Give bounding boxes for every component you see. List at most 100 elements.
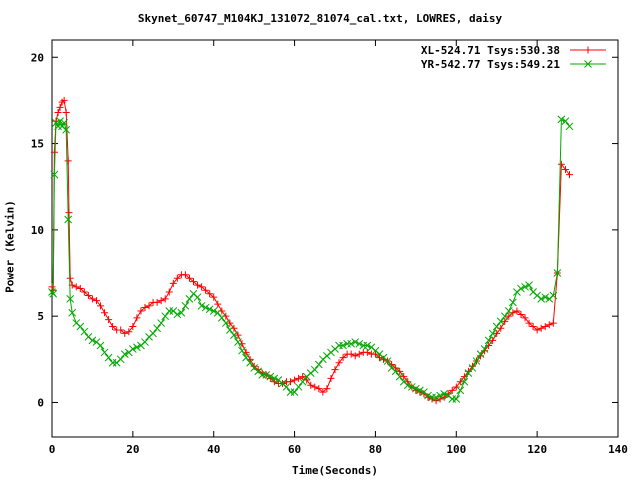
- data-point: [493, 329, 501, 337]
- data-point: [525, 319, 533, 327]
- data-point: [133, 343, 141, 352]
- data-point: [436, 391, 444, 400]
- y-axis-label: Power (Kelvin): [3, 200, 17, 293]
- data-point: [501, 317, 509, 325]
- data-point: [157, 297, 165, 305]
- series-layer: [48, 96, 574, 405]
- data-point: [351, 352, 359, 360]
- data-point: [513, 307, 521, 315]
- data-point: [456, 386, 465, 395]
- data-point: [226, 326, 234, 334]
- data-point: [488, 329, 497, 338]
- data-point: [76, 322, 85, 331]
- legend-label: YR-542.77 Tsys:549.21: [421, 58, 560, 71]
- data-point: [504, 307, 513, 315]
- data-point: [221, 319, 230, 327]
- data-point: [266, 372, 275, 381]
- data-point: [517, 310, 525, 318]
- x-axis-label: Time(Seconds): [291, 464, 379, 477]
- data-point: [54, 108, 62, 116]
- x-tick-label: 100: [446, 443, 466, 456]
- y-tick-label: 15: [31, 138, 44, 151]
- data-point: [270, 374, 279, 383]
- data-point: [561, 165, 569, 173]
- data-point: [173, 310, 182, 319]
- data-point: [521, 314, 529, 322]
- x-tick-label: 20: [126, 443, 139, 456]
- series-1: [48, 96, 573, 405]
- data-point: [339, 354, 347, 362]
- data-point: [452, 383, 460, 391]
- data-point: [173, 274, 181, 282]
- data-point: [537, 324, 545, 332]
- data-point: [242, 353, 250, 362]
- data-point: [52, 118, 60, 127]
- data-point: [553, 269, 562, 277]
- data-point: [505, 312, 513, 320]
- data-point: [416, 386, 424, 395]
- data-point: [545, 321, 553, 329]
- data-point: [234, 338, 242, 346]
- data-point: [314, 360, 323, 369]
- data-point: [363, 348, 371, 356]
- data-point: [198, 283, 206, 291]
- data-point: [456, 378, 464, 386]
- data-point: [96, 341, 105, 350]
- data-point: [92, 297, 100, 305]
- data-point: [64, 215, 73, 224]
- data-point: [287, 378, 295, 386]
- data-point: [557, 160, 565, 168]
- data-point: [60, 96, 68, 104]
- data-point: [541, 293, 550, 302]
- data-point: [460, 377, 469, 386]
- data-point: [432, 393, 440, 402]
- data-point: [101, 309, 109, 317]
- data-point: [161, 295, 169, 303]
- data-point: [56, 103, 64, 111]
- data-point: [557, 115, 566, 124]
- data-point: [363, 341, 372, 350]
- data-point: [141, 304, 149, 312]
- data-point: [226, 319, 234, 327]
- data-point: [492, 322, 501, 331]
- data-point: [500, 312, 509, 321]
- data-point: [125, 328, 133, 336]
- data-point: [509, 298, 517, 307]
- data-point: [116, 355, 125, 364]
- data-point: [347, 339, 356, 348]
- data-point: [383, 357, 392, 365]
- data-point: [298, 377, 307, 386]
- data-point: [190, 278, 197, 286]
- data-point: [291, 376, 299, 384]
- axis-ticks: 0 20 40 60 80 100 120 140 0 5 10 15 20: [31, 40, 628, 456]
- data-point: [561, 117, 570, 125]
- data-point: [452, 395, 461, 403]
- data-point: [76, 285, 84, 293]
- data-point: [210, 293, 218, 301]
- chart-title: Skynet_60747_M104KJ_131072_81074_cal.txt…: [137, 12, 503, 25]
- data-point: [371, 350, 379, 358]
- data-point: [185, 295, 194, 303]
- data-point: [396, 367, 404, 375]
- data-point: [234, 331, 242, 339]
- data-point: [517, 284, 525, 293]
- data-point: [355, 350, 363, 358]
- data-point: [549, 291, 558, 300]
- data-point: [537, 295, 546, 303]
- data-point: [84, 291, 92, 299]
- data-point: [209, 307, 218, 315]
- data-point: [217, 314, 226, 322]
- data-point: [62, 125, 71, 134]
- data-point: [480, 345, 489, 353]
- data-point: [181, 301, 190, 310]
- data-point: [404, 378, 412, 386]
- y-tick-label: 10: [31, 224, 44, 237]
- data-point: [141, 338, 149, 346]
- data-point: [194, 281, 202, 289]
- data-point: [185, 274, 193, 282]
- data-point: [310, 365, 319, 374]
- y-tick-label: 20: [31, 51, 44, 64]
- data-point: [48, 283, 56, 291]
- data-point: [202, 286, 210, 294]
